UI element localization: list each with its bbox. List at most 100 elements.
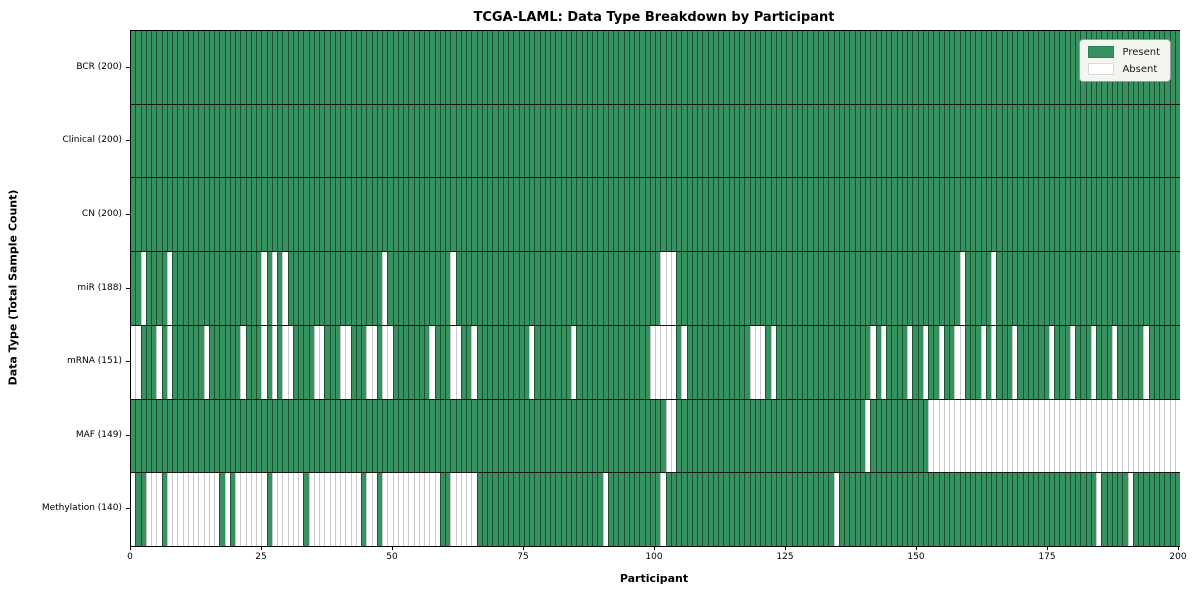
present-cell-MAF-23 — [250, 399, 256, 473]
present-cell-miR-66 — [476, 252, 482, 325]
present-cell-Methylation-69 — [492, 473, 498, 547]
present-cell-Methylation-141 — [870, 473, 876, 547]
absent-cell-Methylation-9 — [177, 473, 183, 547]
present-cell-MAF-9 — [177, 399, 183, 473]
present-cell-MAF-2 — [140, 399, 146, 473]
present-cell-CN-115 — [733, 178, 739, 252]
present-cell-BCR-153 — [933, 31, 939, 104]
present-cell-MAF-77 — [534, 399, 540, 473]
present-cell-miR-120 — [760, 252, 766, 325]
present-cell-Clinical-78 — [539, 104, 545, 178]
present-cell-mRNA-129 — [807, 325, 813, 399]
present-cell-Methylation-112 — [718, 473, 724, 547]
absent-cell-mRNA-45 — [366, 325, 372, 399]
present-cell-Methylation-148 — [907, 473, 913, 547]
present-cell-Clinical-47 — [376, 104, 382, 178]
present-cell-MAF-22 — [245, 399, 251, 473]
present-cell-CN-45 — [366, 178, 372, 252]
present-cell-mRNA-86 — [581, 325, 587, 399]
absent-cell-mRNA-151 — [922, 325, 928, 399]
present-cell-Methylation-122 — [770, 473, 776, 547]
present-cell-Methylation-91 — [607, 473, 613, 547]
present-cell-BCR-3 — [145, 31, 151, 104]
present-cell-BCR-26 — [266, 31, 272, 104]
present-cell-Methylation-149 — [912, 473, 918, 547]
present-cell-Methylation-124 — [781, 473, 787, 547]
present-cell-CN-173 — [1038, 178, 1044, 252]
present-cell-CN-99 — [649, 178, 655, 252]
present-cell-Clinical-46 — [371, 104, 377, 178]
present-cell-BCR-170 — [1022, 31, 1028, 104]
present-cell-BCR-143 — [880, 31, 886, 104]
y-tick-label-MAF: MAF (149) — [75, 429, 122, 440]
present-cell-Clinical-130 — [812, 104, 818, 178]
present-cell-CN-96 — [634, 178, 640, 252]
present-cell-CN-149 — [912, 178, 918, 252]
present-cell-miR-89 — [597, 252, 603, 325]
present-cell-CN-174 — [1043, 178, 1049, 252]
present-cell-miR-22 — [245, 252, 251, 325]
absent-cell-mRNA-46 — [371, 325, 377, 399]
absent-cell-mRNA-158 — [959, 325, 965, 399]
present-cell-Clinical-195 — [1153, 104, 1159, 178]
present-cell-Clinical-59 — [439, 104, 445, 178]
present-cell-mRNA-20 — [235, 325, 241, 399]
present-cell-MAF-126 — [791, 399, 797, 473]
present-cell-miR-21 — [240, 252, 246, 325]
present-cell-Clinical-34 — [308, 104, 314, 178]
present-cell-MAF-27 — [271, 399, 277, 473]
present-cell-miR-17 — [219, 252, 225, 325]
present-cell-BCR-43 — [355, 31, 361, 104]
present-cell-miR-147 — [901, 252, 907, 325]
present-cell-miR-195 — [1153, 252, 1159, 325]
present-cell-MAF-82 — [560, 399, 566, 473]
present-cell-BCR-59 — [439, 31, 445, 104]
present-cell-Clinical-5 — [156, 104, 162, 178]
present-cell-Clinical-106 — [686, 104, 692, 178]
present-cell-MAF-20 — [235, 399, 241, 473]
absent-cell-Methylation-64 — [466, 473, 472, 547]
absent-cell-MAF-171 — [1027, 399, 1033, 473]
present-cell-Clinical-109 — [702, 104, 708, 178]
present-cell-miR-173 — [1038, 252, 1044, 325]
present-cell-Clinical-68 — [487, 104, 493, 178]
absent-cell-MAF-163 — [985, 399, 991, 473]
present-cell-miR-191 — [1132, 252, 1138, 325]
present-cell-mRNA-133 — [828, 325, 834, 399]
y-tick-label-BCR: BCR (200) — [76, 61, 122, 72]
present-cell-BCR-148 — [907, 31, 913, 104]
y-tick-mark — [126, 287, 130, 289]
present-cell-Methylation-60 — [445, 473, 451, 547]
absent-cell-MAF-170 — [1022, 399, 1028, 473]
present-cell-Clinical-43 — [355, 104, 361, 178]
present-cell-Methylation-99 — [649, 473, 655, 547]
present-cell-Methylation-120 — [760, 473, 766, 547]
present-cell-CN-41 — [345, 178, 351, 252]
present-cell-CN-64 — [466, 178, 472, 252]
row-Methylation — [131, 473, 1180, 547]
present-cell-BCR-50 — [392, 31, 398, 104]
present-cell-BCR-18 — [224, 31, 230, 104]
present-cell-mRNA-174 — [1043, 325, 1049, 399]
absent-cell-mRNA-122 — [770, 325, 776, 399]
present-cell-CN-159 — [964, 178, 970, 252]
present-cell-CN-81 — [555, 178, 561, 252]
present-cell-Clinical-139 — [859, 104, 865, 178]
present-cell-Clinical-18 — [224, 104, 230, 178]
present-cell-BCR-118 — [749, 31, 755, 104]
present-cell-Clinical-93 — [618, 104, 624, 178]
y-tick-label-Methylation: Methylation (140) — [41, 503, 122, 514]
present-cell-miR-78 — [539, 252, 545, 325]
present-cell-mRNA-137 — [849, 325, 855, 399]
absent-cell-mRNA-35 — [313, 325, 319, 399]
absent-cell-MAF-173 — [1038, 399, 1044, 473]
present-cell-Methylation-175 — [1048, 473, 1054, 547]
absent-cell-Methylation-7 — [166, 473, 172, 547]
present-cell-mRNA-19 — [229, 325, 235, 399]
present-cell-CN-18 — [224, 178, 230, 252]
present-cell-Clinical-10 — [182, 104, 188, 178]
absent-cell-Methylation-49 — [387, 473, 393, 547]
present-cell-mRNA-135 — [838, 325, 844, 399]
present-cell-miR-179 — [1069, 252, 1075, 325]
present-cell-MAF-66 — [476, 399, 482, 473]
